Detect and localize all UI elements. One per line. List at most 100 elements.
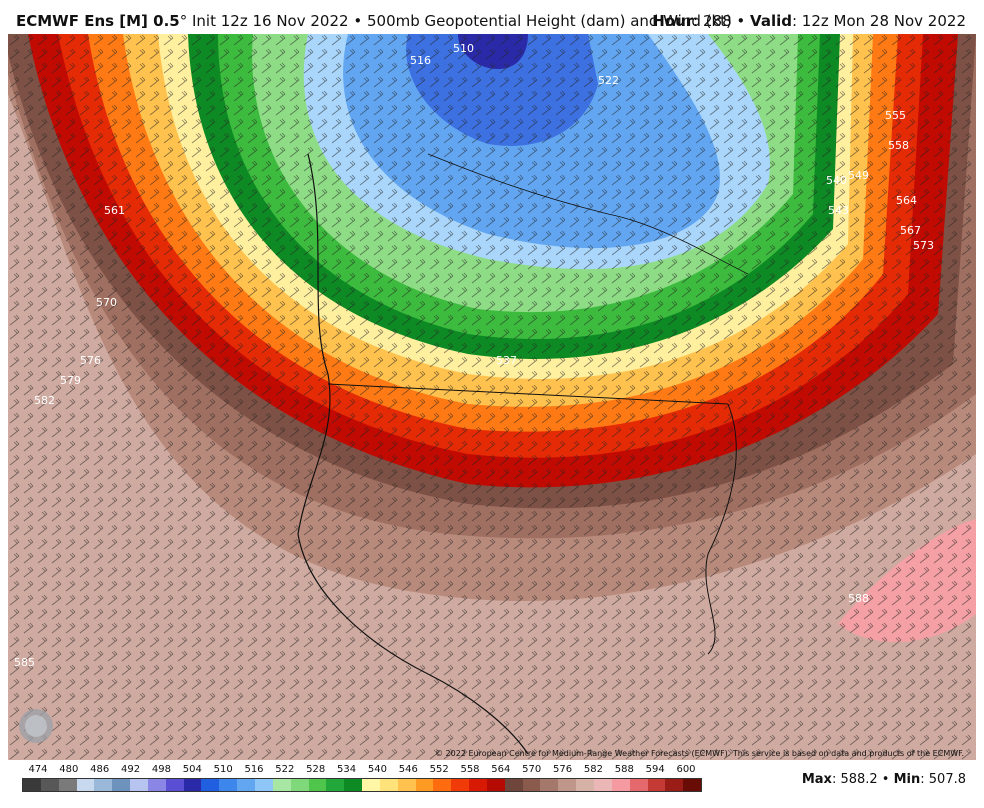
legend-tick-label: 528 (306, 764, 326, 775)
degree-symbol: ° (179, 12, 188, 30)
legend-swatch (504, 779, 523, 791)
legend-swatch (40, 779, 59, 791)
legend-swatch (254, 779, 273, 791)
legend-swatch (415, 779, 434, 791)
legend-swatch (594, 779, 612, 791)
valid-value: : 12z Mon 28 Nov 2022 (791, 12, 966, 30)
legend-tick-label: 504 (182, 764, 202, 775)
legend-tick-label: 582 (583, 764, 603, 775)
valid-time: Hour: 288 • Valid: 12z Mon 28 Nov 2022 (652, 12, 966, 30)
legend-tick-label: 540 (367, 764, 387, 775)
contour-label-558: 558 (888, 139, 909, 152)
legend-swatch (308, 779, 327, 791)
legend-swatch (451, 779, 470, 791)
contour-label-567: 567 (900, 224, 921, 237)
contour-label-549: 549 (848, 169, 869, 182)
legend-tick-label: 594 (645, 764, 665, 775)
legend-swatch (362, 779, 380, 791)
legend-tick-label: 552 (429, 764, 449, 775)
map-title: ECMWF Ens [M] 0.5° Init 12z 16 Nov 2022 … (16, 12, 732, 30)
max-label: Max (801, 772, 832, 787)
legend-swatch (201, 779, 220, 791)
legend-swatch (76, 779, 95, 791)
legend-swatch (147, 779, 166, 791)
legend-swatch (344, 779, 363, 791)
header: ECMWF Ens [M] 0.5° Init 12z 16 Nov 2022 … (0, 0, 984, 34)
legend-swatch (433, 779, 452, 791)
legend-swatch (558, 779, 577, 791)
valid-label: Valid (750, 12, 792, 30)
hour-label: Hour (652, 12, 694, 30)
contour-label-573: 573 (913, 239, 934, 252)
contour-label-522: 522 (598, 74, 619, 87)
contour-label-576: 576 (80, 354, 101, 367)
weatherbell-logo (19, 709, 53, 743)
legend-tick-label: 564 (491, 764, 511, 775)
hour-value: : 288 (693, 12, 732, 30)
contour-label-543: 543 (828, 204, 849, 217)
legend-swatch (326, 779, 345, 791)
legend-swatch (486, 779, 505, 791)
legend-swatch (576, 779, 594, 791)
legend-swatch (272, 779, 291, 791)
legend-tick-label: 588 (614, 764, 634, 775)
legend-tick-label: 576 (553, 764, 573, 775)
legend-swatch (683, 779, 702, 791)
contour-label-555: 555 (885, 109, 906, 122)
color-legend: 474 480 486 492 498 504 510 516 522 528 534 540 546 5… (22, 764, 702, 794)
legend-tick-label: 492 (121, 764, 141, 775)
wind-barbs (8, 34, 976, 760)
contour-label-510: 510 (453, 42, 474, 55)
contour-label-540: 540 (826, 174, 847, 187)
contour-label-564: 564 (896, 194, 917, 207)
legend-swatch (469, 779, 487, 791)
legend-tick-label: 486 (90, 764, 110, 775)
product-name: 500mb Geopotential Height (dam) and Wind… (366, 12, 732, 30)
legend-tick-label: 480 (59, 764, 79, 775)
legend-swatch (94, 779, 113, 791)
legend-swatch (665, 779, 684, 791)
legend-swatch (183, 779, 202, 791)
legend-swatch (219, 779, 238, 791)
contour-label-570: 570 (96, 296, 117, 309)
legend-tick-label: 522 (275, 764, 295, 775)
copyright-credit: © 2022 European Centre for Medium-Range … (435, 749, 964, 758)
arctic-coast (427, 153, 749, 275)
init-time: Init 12z 16 Nov 2022 (192, 12, 349, 30)
legend-swatch (23, 779, 41, 791)
contour-label-585: 585 (14, 656, 35, 669)
legend-tick-label: 546 (398, 764, 418, 775)
bullet-separator: • (353, 12, 363, 30)
contour-label-582: 582 (34, 394, 55, 407)
contour-label-588: 588 (848, 592, 869, 605)
legend-swatch (629, 779, 648, 791)
contour-label-561: 561 (104, 204, 125, 217)
legend-swatch (397, 779, 416, 791)
legend-tick-label: 600 (676, 764, 696, 775)
height-field-map: 510 516 522 537 540 543 549 555 558 561 … (8, 34, 976, 760)
legend-tick-labels: 474 480 486 492 498 504 510 516 522 528 534 540 546 5… (22, 764, 702, 778)
min-value: : 507.8 (920, 772, 966, 787)
contour-label-516: 516 (410, 54, 431, 67)
legend-swatch (540, 779, 559, 791)
map-panel: 510 516 522 537 540 543 549 555 558 561 … (8, 34, 976, 760)
min-label: Min (893, 772, 921, 787)
legend-tick-label: 498 (151, 764, 171, 775)
legend-swatch (647, 779, 666, 791)
legend-swatch (379, 779, 398, 791)
legend-swatch (290, 779, 309, 791)
legend-tick-label: 516 (244, 764, 264, 775)
legend-tick-label: 534 (337, 764, 357, 775)
bullet-separator-2: • (736, 12, 746, 30)
legend-swatch (112, 779, 131, 791)
legend-swatch (130, 779, 148, 791)
legend-tick-label: 570 (522, 764, 542, 775)
legend-swatch (237, 779, 255, 791)
contour-label-537: 537 (496, 354, 517, 367)
legend-swatch (611, 779, 630, 791)
legend-swatch (58, 779, 77, 791)
max-value: : 588.2 (831, 772, 878, 787)
model-name: ECMWF Ens [M] 0.5 (16, 12, 180, 30)
legend-tick-label: 558 (460, 764, 480, 775)
border-lines (327, 383, 737, 655)
